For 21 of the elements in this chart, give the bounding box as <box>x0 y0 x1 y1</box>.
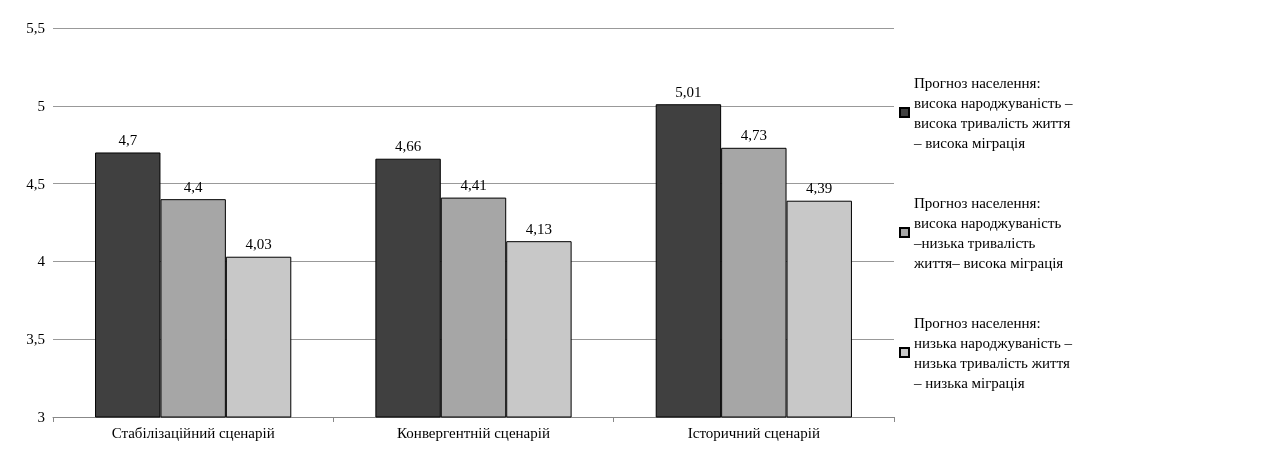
data-label: 4,39 <box>806 180 833 197</box>
y-tick-label: 3,5 <box>26 331 45 348</box>
data-label: 5,01 <box>675 83 702 100</box>
y-tick-label: 4 <box>37 253 46 270</box>
data-label: 4,41 <box>460 177 487 194</box>
data-label: 4,73 <box>740 127 767 144</box>
y-tick-label: 4,5 <box>26 175 45 192</box>
legend-label: Прогноз населення: висока народжуваність –низька тривалість життя– висока міграція <box>913 194 1066 271</box>
y-tick-label: 5 <box>37 97 45 114</box>
legend-label: Прогноз населення: низька народжуваність – низька тривалість життя – низька міграція <box>913 314 1076 391</box>
x-tick-label: Конвергентній сценарій <box>397 424 550 441</box>
data-label: 4,13 <box>525 220 553 237</box>
x-tick-label: Історичний сценарій <box>687 424 820 441</box>
data-label: 4,66 <box>394 138 422 155</box>
data-label: 4,03 <box>245 236 272 253</box>
data-label: 4,7 <box>118 131 138 148</box>
y-tick-label: 5,5 <box>26 20 45 36</box>
legend-label: Прогноз населення: висока народжуваність – висока тривалість життя – висока міграція <box>913 74 1077 151</box>
data-label: 4,4 <box>183 178 204 195</box>
x-tick-label: Стабілізаційний сценарій <box>111 424 275 441</box>
y-tick-label: 3 <box>37 409 45 425</box>
